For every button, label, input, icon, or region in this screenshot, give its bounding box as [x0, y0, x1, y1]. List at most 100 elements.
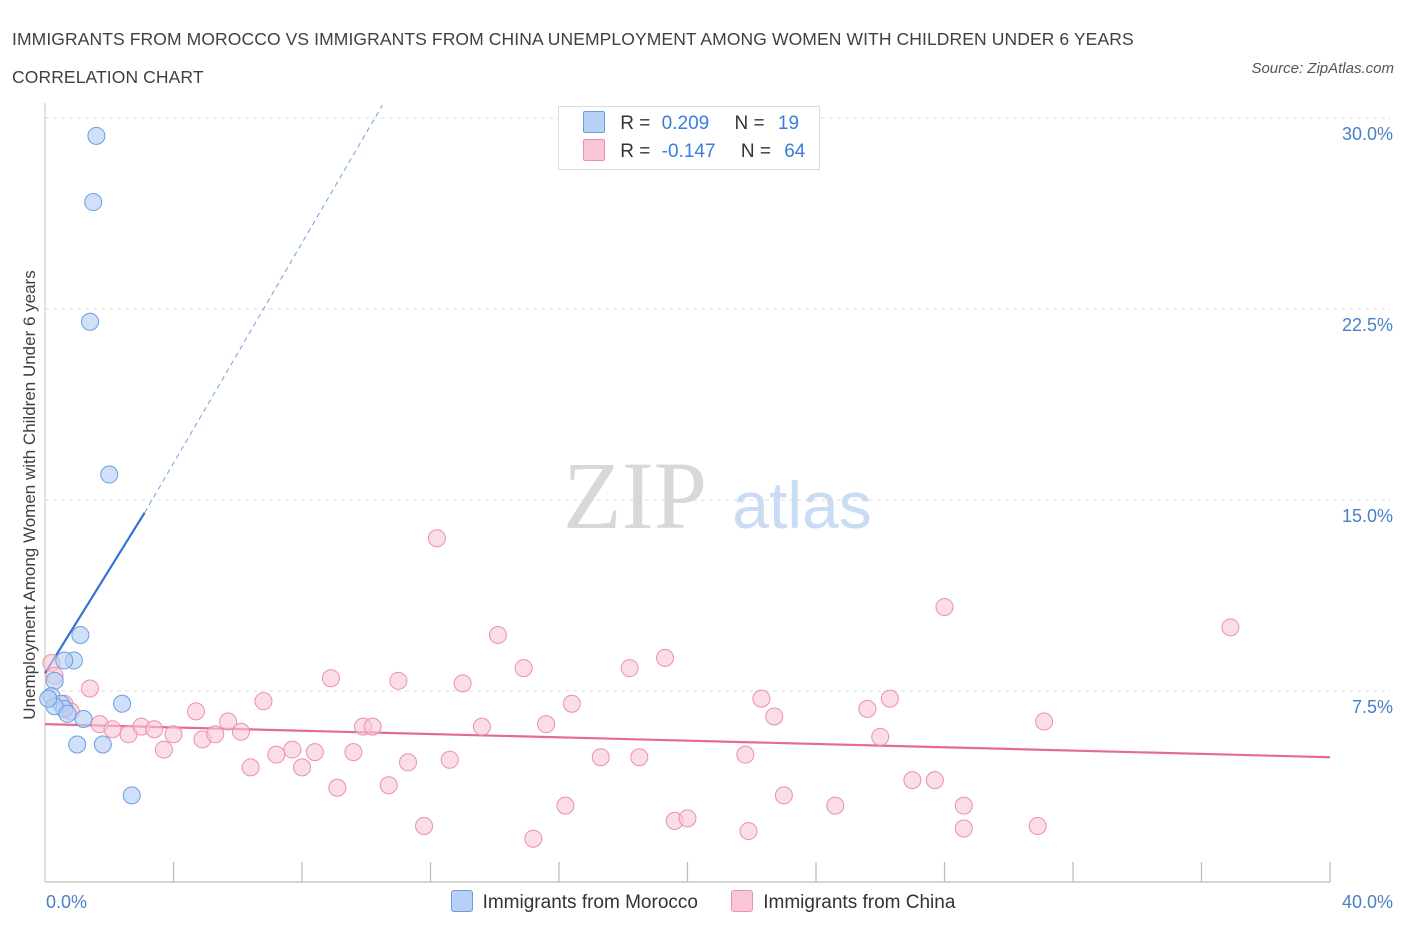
points-morocco — [39, 126, 141, 805]
legend-r-label: R = — [620, 113, 651, 134]
watermark-zip: ZIP — [563, 442, 707, 549]
point-china — [935, 597, 954, 616]
point-morocco — [68, 735, 87, 754]
point-china — [630, 748, 649, 767]
point-morocco — [122, 786, 141, 805]
y-tick-label: 30.0% — [1342, 124, 1393, 144]
point-china — [774, 786, 793, 805]
point-china — [562, 694, 581, 713]
point-china — [283, 740, 302, 759]
point-china — [164, 725, 183, 744]
point-china — [537, 715, 556, 734]
point-china — [206, 725, 225, 744]
point-china — [954, 796, 973, 815]
trend-line-morocco — [44, 512, 146, 674]
point-morocco — [80, 312, 99, 331]
correlation-legend: R = 0.209 N = 19 R = -0.147 N = 64 — [558, 106, 820, 170]
point-china — [514, 659, 533, 678]
point-china — [488, 625, 507, 644]
series-legend: Immigrants from Morocco Immigrants from … — [0, 890, 1406, 914]
point-morocco — [45, 671, 64, 690]
point-china — [472, 717, 491, 736]
point-china — [305, 743, 324, 762]
point-china — [231, 722, 250, 741]
point-morocco — [39, 689, 58, 708]
legend-row-china: R = -0.147 N = 64 — [583, 139, 805, 165]
point-china — [1028, 816, 1047, 835]
point-morocco — [87, 126, 106, 145]
legend-item-morocco[interactable]: Immigrants from Morocco — [450, 890, 698, 914]
y-tick-label: 15.0% — [1342, 506, 1393, 526]
source-credit: Source: ZipAtlas.com — [1251, 60, 1394, 77]
point-china — [453, 674, 472, 693]
point-china — [427, 529, 446, 548]
point-china — [80, 679, 99, 698]
point-china — [379, 776, 398, 795]
point-morocco — [93, 735, 112, 754]
point-china — [440, 750, 459, 769]
point-china — [556, 796, 575, 815]
point-china — [145, 720, 164, 739]
point-china — [620, 659, 639, 678]
point-china — [826, 796, 845, 815]
point-morocco — [55, 651, 74, 670]
point-china — [415, 816, 434, 835]
point-china — [925, 771, 944, 790]
point-morocco — [71, 625, 90, 644]
x-tick-label: 0.0% — [46, 892, 87, 912]
watermark: ZIP atlas — [563, 442, 872, 549]
point-china — [858, 699, 877, 718]
point-china — [736, 745, 755, 764]
points-china — [42, 529, 1240, 848]
legend-row-morocco: R = 0.209 N = 19 — [583, 111, 799, 137]
trend-line-morocco-extension — [144, 105, 383, 513]
point-china — [103, 720, 122, 739]
point-morocco — [113, 694, 132, 713]
point-china — [219, 712, 238, 731]
point-china — [344, 743, 363, 762]
point-morocco — [84, 193, 103, 212]
point-china — [765, 707, 784, 726]
point-china — [656, 648, 675, 667]
point-china — [241, 758, 260, 777]
point-china — [954, 819, 973, 838]
point-china — [871, 727, 890, 746]
legend-swatch-china — [731, 890, 754, 912]
point-morocco — [100, 465, 119, 484]
point-china — [1221, 618, 1240, 637]
point-china — [389, 671, 408, 690]
point-china — [903, 771, 922, 790]
legend-swatch-morocco — [450, 890, 473, 912]
point-china — [363, 717, 382, 736]
legend-r-label: R = — [620, 141, 651, 162]
legend-r-value: 0.209 — [661, 113, 710, 134]
point-china — [293, 758, 311, 777]
legend-n-value: 19 — [777, 113, 800, 134]
point-china — [321, 669, 340, 688]
legend-n-label: N = — [740, 141, 771, 162]
point-china — [154, 740, 173, 759]
legend-n-value: 64 — [784, 141, 806, 162]
point-china — [186, 702, 205, 721]
point-china — [591, 748, 610, 767]
point-morocco — [58, 704, 77, 723]
chart-title: IMMIGRANTS FROM MOROCCO VS IMMIGRANTS FR… — [12, 29, 1134, 87]
point-china — [880, 689, 899, 708]
point-china — [524, 829, 543, 848]
point-china — [752, 689, 771, 708]
trend-lines — [44, 105, 1331, 759]
x-tick-label: 40.0% — [1342, 892, 1393, 912]
y-tick-label: 22.5% — [1342, 315, 1393, 335]
point-china — [328, 778, 347, 797]
tick-labels: 7.5% 15.0% 22.5% 30.0% 0.0% 40.0% — [46, 124, 1393, 912]
trend-line-china — [44, 723, 1331, 759]
point-china — [399, 753, 418, 772]
legend-n-label: N = — [734, 113, 765, 134]
y-tick-label: 7.5% — [1352, 697, 1393, 717]
legend-item-china[interactable]: Immigrants from China — [731, 890, 955, 914]
point-china — [267, 745, 286, 764]
watermark-atlas: atlas — [732, 468, 871, 542]
point-china — [1035, 712, 1054, 731]
point-china — [739, 822, 758, 841]
legend-swatch-china — [583, 139, 605, 161]
